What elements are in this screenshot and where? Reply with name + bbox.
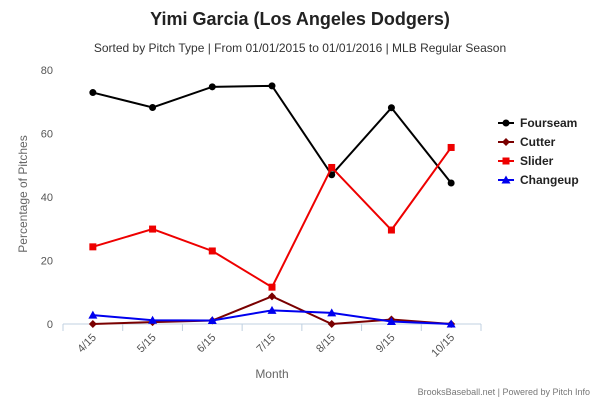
data-point-fourseam	[387, 104, 395, 112]
data-point-fourseam	[208, 83, 216, 91]
series-line-slider	[92, 146, 452, 289]
data-point-changeup	[88, 310, 98, 319]
x-axis-label: Month	[255, 367, 288, 381]
data-point-cutter	[327, 320, 336, 328]
data-point-cutter	[88, 320, 97, 328]
data-point-fourseam	[447, 179, 455, 187]
legend[interactable]: Fourseam Cutter Slider Changeup	[498, 116, 579, 187]
y-tick-label: 60	[41, 129, 53, 141]
legend-item-changeup[interactable]: Changeup	[498, 173, 579, 187]
x-axis: 4/15 5/15 6/15 7/15 8/15 9/15 10/15	[62, 323, 482, 360]
x-tick-label: 7/15	[254, 332, 278, 356]
legend-item-slider[interactable]: Slider	[498, 154, 554, 168]
y-tick-label: 0	[47, 319, 53, 331]
data-point-changeup	[148, 315, 158, 324]
x-tick-label: 5/15	[135, 332, 159, 356]
legend-marker-fourseam	[502, 119, 510, 127]
series-fourseam	[89, 82, 455, 187]
legend-label-fourseam: Fourseam	[520, 116, 577, 130]
data-point-slider	[149, 225, 157, 233]
y-tick-label: 20	[41, 256, 53, 268]
credit-text: BrooksBaseball.net | Powered by Pitch In…	[418, 387, 590, 397]
data-point-slider	[328, 163, 336, 171]
legend-marker-changeup	[501, 175, 511, 184]
legend-item-cutter[interactable]: Cutter	[498, 135, 556, 149]
data-point-changeup	[446, 319, 456, 328]
chart-title: Yimi Garcia (Los Angeles Dodgers)	[150, 9, 450, 29]
data-point-changeup	[267, 305, 277, 314]
data-point-changeup	[207, 316, 217, 325]
data-point-slider	[89, 243, 97, 251]
data-point-slider	[447, 143, 455, 151]
legend-marker-slider	[502, 157, 510, 165]
series-slider	[89, 143, 455, 291]
data-point-fourseam	[89, 89, 97, 97]
data-point-fourseam	[268, 82, 276, 90]
x-tick-label: 4/15	[75, 332, 99, 356]
data-point-slider	[387, 226, 395, 234]
x-tick-label: 6/15	[195, 332, 219, 356]
x-tick-label: 10/15	[429, 332, 457, 360]
legend-item-fourseam[interactable]: Fourseam	[498, 116, 577, 130]
data-point-cutter	[268, 292, 276, 301]
chart-subtitle: Sorted by Pitch Type | From 01/01/2015 t…	[94, 41, 506, 55]
data-point-slider	[208, 247, 216, 255]
y-tick-label: 40	[41, 192, 53, 204]
data-point-slider	[268, 283, 276, 291]
y-axis-label: Percentage of Pitches	[16, 135, 30, 252]
x-tick-label: 9/15	[374, 332, 398, 356]
legend-label-slider: Slider	[520, 154, 554, 168]
series-group	[88, 82, 456, 328]
y-tick-label: 80	[41, 65, 53, 77]
data-point-changeup	[327, 308, 337, 317]
legend-label-cutter: Cutter	[520, 135, 556, 149]
legend-label-changeup: Changeup	[520, 173, 579, 187]
series-changeup	[88, 305, 456, 328]
x-tick-label: 8/15	[314, 332, 338, 356]
series-line-fourseam	[92, 84, 452, 184]
y-axis-ticks: 0 20 40 60 80	[41, 65, 53, 331]
data-point-changeup	[386, 316, 396, 325]
legend-marker-cutter	[502, 138, 510, 146]
data-point-fourseam	[149, 103, 157, 111]
